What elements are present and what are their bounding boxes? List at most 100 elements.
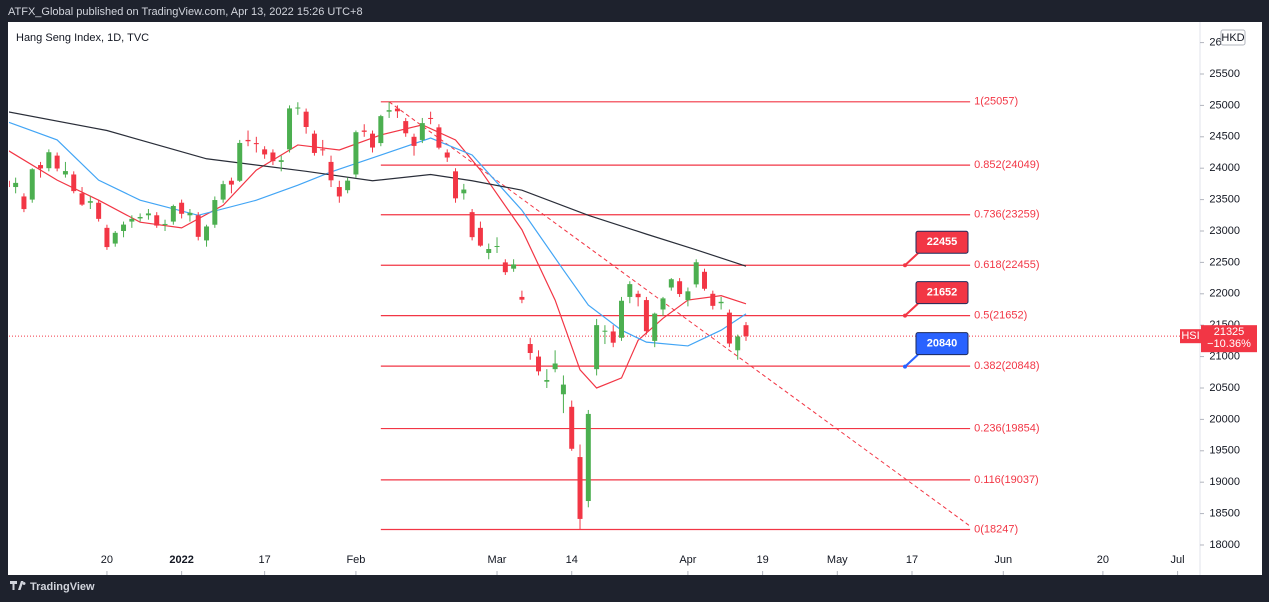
candle-body	[677, 281, 683, 295]
candle-body	[71, 174, 77, 192]
candle-body	[154, 215, 160, 226]
candle-body	[270, 152, 276, 162]
trendline	[388, 101, 971, 527]
candle-body	[577, 457, 583, 519]
fib-label: 0(18247)	[974, 523, 1018, 535]
y-tick-label: 24000	[1209, 162, 1240, 174]
candle-body	[502, 262, 508, 273]
candle-body	[9, 180, 10, 188]
candle-body	[702, 271, 708, 289]
candle-body	[62, 171, 68, 175]
candle-body	[394, 108, 400, 112]
callout-pointer	[904, 353, 919, 368]
y-tick-label: 19500	[1209, 445, 1240, 457]
y-tick-label: 18000	[1209, 539, 1240, 551]
candle-body	[419, 123, 425, 140]
currency-badge	[1220, 29, 1246, 46]
candle-body	[619, 300, 625, 338]
candle-body	[79, 193, 85, 205]
candle-body	[436, 127, 442, 148]
candle-body	[627, 284, 633, 297]
candle-body	[527, 344, 533, 354]
candle-body	[544, 380, 550, 382]
fib-label: 1(25057)	[974, 96, 1018, 108]
x-tick-label: 14	[566, 554, 578, 566]
tradingview-logo: TradingView	[10, 581, 95, 593]
fib-label: 0.236(19854)	[974, 422, 1039, 434]
y-tick-label: 25500	[1209, 68, 1240, 80]
candle-body	[519, 296, 525, 300]
candle-body	[361, 130, 367, 132]
plot-area: 1(25057) 0.852(24049) 0.736(23259) 0.618(22…	[9, 96, 1200, 535]
y-tick-label: 24500	[1209, 131, 1240, 143]
candle-body	[469, 212, 475, 238]
candle-body	[569, 406, 575, 449]
candle-body	[660, 298, 666, 310]
callout-label: 20840	[927, 338, 958, 350]
candle-body	[320, 149, 326, 151]
y-tick-label: 23500	[1209, 193, 1240, 205]
y-tick-label: 20500	[1209, 382, 1240, 394]
candle-body	[743, 325, 749, 337]
candle-body	[328, 161, 334, 181]
candle-body	[610, 331, 616, 343]
candle-body	[552, 363, 558, 370]
candle-body	[96, 202, 102, 219]
candle-body	[21, 196, 27, 210]
x-tick-label: 17	[259, 554, 271, 566]
x-tick-label: 20	[101, 554, 113, 566]
x-tick-label: 2022	[169, 554, 193, 566]
candle-body	[386, 110, 392, 112]
candle-body	[137, 216, 143, 219]
candle-body	[560, 384, 566, 395]
symbol-label: HSI	[1181, 330, 1199, 342]
candle-body	[643, 300, 649, 332]
overlay: 1800018500190001950020000205002100021500…	[101, 29, 1257, 575]
callout-anchor	[903, 313, 907, 318]
candle-body	[162, 223, 168, 225]
x-tick-label: Apr	[679, 554, 696, 566]
candle-body	[345, 180, 351, 191]
candle-body	[245, 139, 251, 142]
candle-body	[336, 187, 342, 197]
candle-body	[718, 301, 724, 304]
x-tick-label: 19	[756, 554, 768, 566]
currency-label: HKD	[1221, 32, 1244, 44]
y-tick-label: 25000	[1209, 99, 1240, 111]
last-price-badge	[1201, 325, 1257, 353]
callout-box	[915, 230, 969, 254]
callout-pointer	[904, 302, 919, 317]
y-tick-label: 20000	[1209, 413, 1240, 425]
candle-body	[735, 336, 741, 351]
candle-body	[453, 171, 459, 199]
callout-box	[915, 281, 969, 305]
x-tick-label: 17	[906, 554, 918, 566]
footer-brand: TradingView	[30, 581, 95, 593]
fib-label: 0.736(23259)	[974, 209, 1039, 221]
candle-body	[370, 133, 376, 148]
x-tick-label: Jun	[994, 554, 1012, 566]
candle-body	[228, 180, 234, 185]
moving-average	[9, 121, 747, 347]
candle-body	[179, 202, 185, 214]
candle-body	[726, 312, 732, 344]
callout-label: 21652	[927, 287, 958, 299]
candle-body	[220, 184, 226, 200]
y-tick-label: 18500	[1209, 507, 1240, 519]
candle-body	[511, 264, 517, 269]
callout-anchor	[903, 263, 907, 268]
x-tick-label: 20	[1097, 554, 1109, 566]
candle-body	[411, 136, 417, 146]
candle-body	[295, 107, 301, 109]
candle-body	[195, 215, 201, 237]
candle-body	[685, 291, 691, 301]
x-tick-label: Mar	[488, 554, 507, 566]
candle-body	[494, 246, 500, 248]
x-tick-label: May	[827, 554, 848, 566]
candle-body	[652, 313, 658, 341]
candle-body	[311, 133, 317, 153]
candle-body	[104, 227, 110, 248]
candle-body	[278, 160, 284, 162]
candle-body	[602, 330, 608, 332]
